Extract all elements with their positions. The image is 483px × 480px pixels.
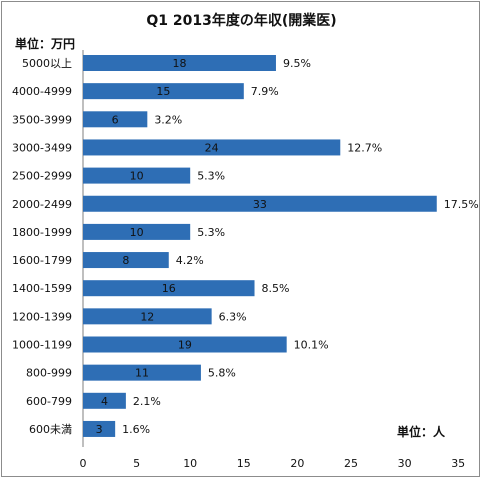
y-tick-label: 1800-1999 [12,226,72,239]
bar-percent-label: 10.1% [294,339,329,352]
x-tick-label: 30 [398,457,412,470]
bar [83,336,287,353]
bar-percent-label: 9.5% [283,57,311,70]
bar-value-label: 11 [135,367,149,380]
bar-percent-label: 5.3% [197,226,225,239]
bar [83,392,126,409]
bar-value-label: 19 [178,339,192,352]
bar [83,83,244,100]
x-tick-label: 10 [183,457,197,470]
bar-value-label: 33 [253,198,267,211]
y-tick-label: 1200-1399 [12,310,72,323]
x-tick-label: 5 [133,457,140,470]
bar-value-label: 3 [96,423,103,436]
y-tick-label: 3000-3499 [12,141,72,154]
x-tick-label: 0 [80,457,87,470]
x-tick-label: 25 [344,457,358,470]
bar [83,280,255,297]
bar-percent-label: 5.8% [208,367,236,380]
bar [83,252,169,269]
bar-percent-label: 4.2% [176,254,204,267]
bar-percent-label: 8.5% [262,282,290,295]
y-unit-label: 単位：万円 [15,37,76,51]
chart-title: Q1 2013年度の年収(開業医) [146,13,337,29]
bar-value-label: 15 [156,85,170,98]
y-tick-label: 5000以上 [22,57,72,70]
bar-value-label: 10 [130,170,144,183]
bar-percent-label: 5.3% [197,170,225,183]
bar-value-label: 8 [122,254,129,267]
bar [83,55,276,71]
bar-value-label: 24 [205,141,219,154]
bar [83,139,341,156]
bar-value-label: 6 [112,113,119,126]
bar [83,223,191,240]
x-tick-label: 20 [290,457,304,470]
y-tick-label: 2500-2999 [12,170,72,183]
y-tick-label: 600-799 [26,395,72,408]
bar [83,308,212,325]
y-tick-label: 3500-3999 [12,113,72,126]
bar-percent-label: 6.3% [219,310,247,323]
y-tick-label: 1400-1599 [12,282,72,295]
y-tick-label: 800-999 [26,367,72,380]
y-tick-label: 2000-2499 [12,198,72,211]
bar [83,195,437,212]
x-unit-label: 単位：人 [397,425,446,439]
y-tick-label: 600未満 [29,423,72,436]
y-tick-label: 1000-1199 [12,339,72,352]
bar [83,364,201,381]
bar-value-label: 16 [162,282,176,295]
bar [83,420,116,437]
x-tick-label: 15 [237,457,251,470]
bar [83,111,148,128]
bar-value-label: 10 [130,226,144,239]
bar-percent-label: 12.7% [347,141,382,154]
x-tick-label: 35 [451,457,465,470]
bar-value-label: 12 [140,310,154,323]
bar [83,167,191,184]
y-tick-label: 1600-1799 [12,254,72,267]
bar-percent-label: 3.2% [154,113,182,126]
bar-value-label: 4 [101,395,108,408]
bar-percent-label: 2.1% [133,395,161,408]
y-tick-label: 4000-4999 [12,85,72,98]
bar-percent-label: 1.6% [122,423,150,436]
bar-percent-label: 17.5% [444,198,479,211]
bar-percent-label: 7.9% [251,85,279,98]
bar-value-label: 18 [172,57,186,70]
